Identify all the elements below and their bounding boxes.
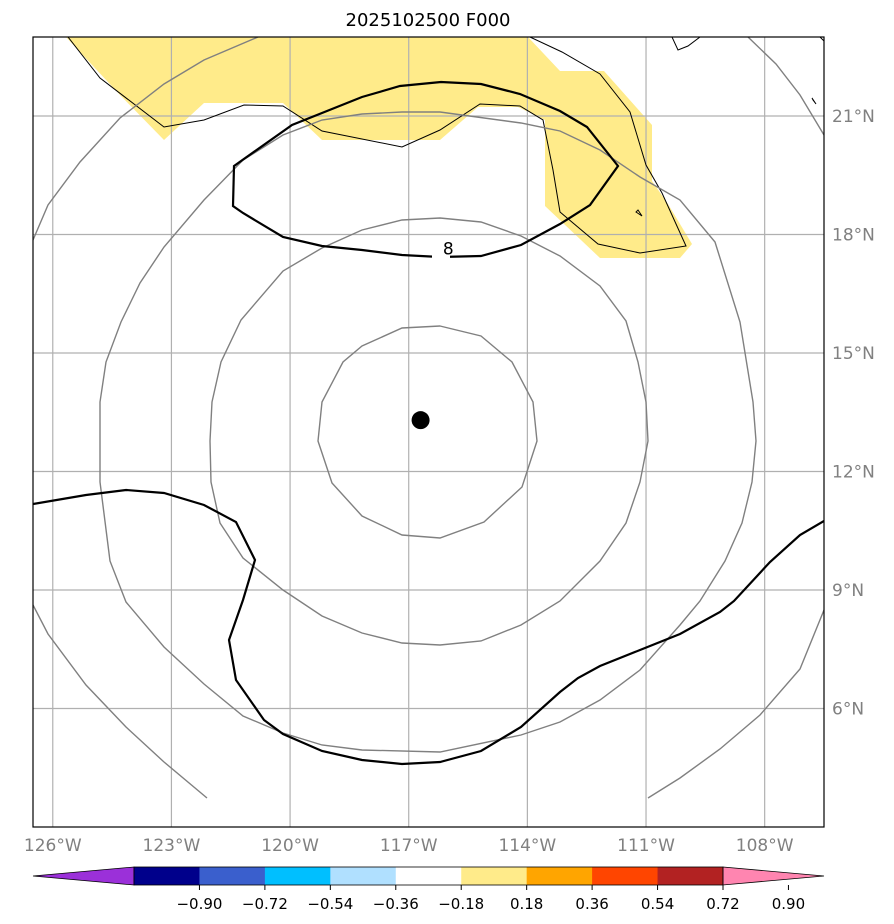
colorbar: −0.90 −0.72 −0.54 −0.36 −0.18 0.18 0.36 0.54 0.7… [32, 866, 825, 913]
colorbar-extend-low [32, 866, 135, 886]
lat-tick-label-1: 18°N [832, 226, 875, 246]
colorbar-segment-3 [330, 867, 397, 885]
gridlines [33, 37, 824, 827]
lat-tick-label-4: 9°N [832, 581, 864, 601]
positive-anomaly-fill [66, 37, 692, 258]
colorbar-tick-label-1: −0.72 [242, 895, 288, 913]
lon-tick-label-3: 117°W [380, 836, 438, 856]
distance-rings [33, 37, 824, 799]
colorbar-tick-label-7: 0.54 [641, 895, 674, 913]
colorbar-segment-7 [592, 867, 659, 885]
colorbar-segment-8 [657, 867, 724, 885]
colorbar-segment-2 [264, 867, 331, 885]
colorbar-segment-4 [395, 867, 462, 885]
colorbar-tick-label-3: −0.36 [373, 895, 419, 913]
contour-lines [33, 80, 824, 766]
lat-tick-label-2: 15°N [832, 344, 875, 364]
contour-label: 8 [443, 239, 454, 259]
colorbar-segment-0 [134, 867, 200, 885]
lon-tick-label-4: 114°W [498, 836, 556, 856]
lon-tick-label-2: 120°W [261, 836, 319, 856]
longitude-labels: 126°W 123°W 120°W 117°W 114°W 111°W 108°W [24, 836, 794, 856]
colorbar-tick-label-5: 0.18 [510, 895, 543, 913]
lat-tick-label-5: 6°N [832, 700, 864, 720]
colorbar-tick-label-6: 0.36 [575, 895, 608, 913]
latitude-labels: 21°N 18°N 15°N 12°N 9°N 6°N [832, 107, 875, 720]
coastline [67, 37, 824, 254]
map-frame [32, 36, 825, 828]
lon-tick-label-5: 111°W [617, 836, 675, 856]
map-area [33, 37, 824, 827]
lon-tick-label-0: 126°W [24, 836, 82, 856]
lon-tick-label-6: 108°W [736, 836, 794, 856]
map-title: 2025102500 F000 [346, 10, 511, 31]
colorbar-tick-label-4: −0.18 [438, 895, 484, 913]
colorbar-tick-label-9: 0.90 [772, 895, 805, 913]
colorbar-segment-1 [199, 867, 266, 885]
colorbar-tick-label-0: −0.90 [176, 895, 222, 913]
colorbar-extend-high [722, 866, 825, 886]
colorbar-segment-6 [526, 867, 593, 885]
colorbar-outline [133, 866, 724, 886]
colorbar-segment-5 [461, 867, 528, 885]
lat-tick-label-0: 21°N [832, 107, 875, 127]
contour-label-bg [432, 248, 450, 266]
lon-tick-label-1: 123°W [143, 836, 201, 856]
colorbar-tick-label-8: 0.72 [706, 895, 739, 913]
colorbar-tick-label-2: −0.54 [307, 895, 353, 913]
system-center-marker [411, 411, 430, 430]
lat-tick-label-3: 12°N [832, 463, 875, 483]
